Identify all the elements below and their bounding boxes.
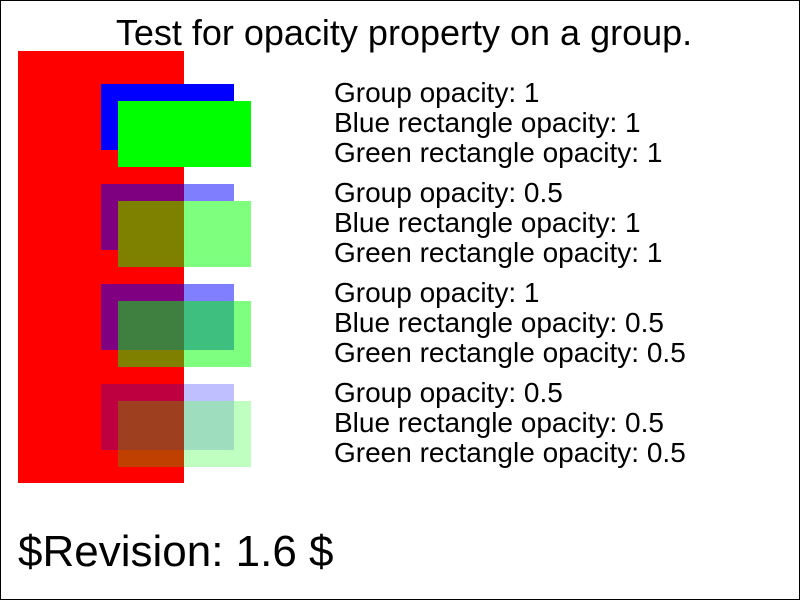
green-rect (118, 401, 251, 467)
page-title: Test for opacity property on a group. (115, 12, 693, 53)
group-opacity-label: Group opacity: 0.5 (334, 377, 563, 408)
case-labels-3: Group opacity: 1 Blue rectangle opacity:… (334, 278, 794, 368)
case-labels-2: Group opacity: 0.5 Blue rectangle opacit… (334, 178, 794, 268)
opacity-group-4 (101, 384, 251, 468)
opacity-group-1 (101, 84, 251, 168)
blue-opacity-label: Blue rectangle opacity: 1 (334, 107, 641, 138)
green-opacity-label: Green rectangle opacity: 0.5 (334, 337, 686, 368)
green-opacity-label: Green rectangle opacity: 1 (334, 237, 663, 268)
blue-opacity-label: Blue rectangle opacity: 0.5 (334, 307, 664, 338)
blue-opacity-label: Blue rectangle opacity: 0.5 (334, 407, 664, 438)
opacity-group-2 (101, 184, 251, 268)
green-rect (118, 301, 251, 367)
blue-rect (101, 384, 234, 450)
case-labels-1: Group opacity: 1 Blue rectangle opacity:… (334, 78, 794, 168)
case-labels-4: Group opacity: 0.5 Blue rectangle opacit… (334, 378, 794, 468)
group-opacity-label: Group opacity: 1 (334, 77, 540, 108)
blue-opacity-label: Blue rectangle opacity: 1 (334, 207, 641, 238)
opacity-group-3 (101, 284, 251, 368)
green-opacity-label: Green rectangle opacity: 1 (334, 137, 663, 168)
revision-label: $Revision: 1.6 $ (18, 527, 334, 576)
group-opacity-label: Group opacity: 1 (334, 277, 540, 308)
green-opacity-label: Green rectangle opacity: 0.5 (334, 437, 686, 468)
group-opacity-label: Group opacity: 0.5 (334, 177, 563, 208)
green-rect (118, 101, 251, 167)
green-rect (118, 201, 251, 267)
